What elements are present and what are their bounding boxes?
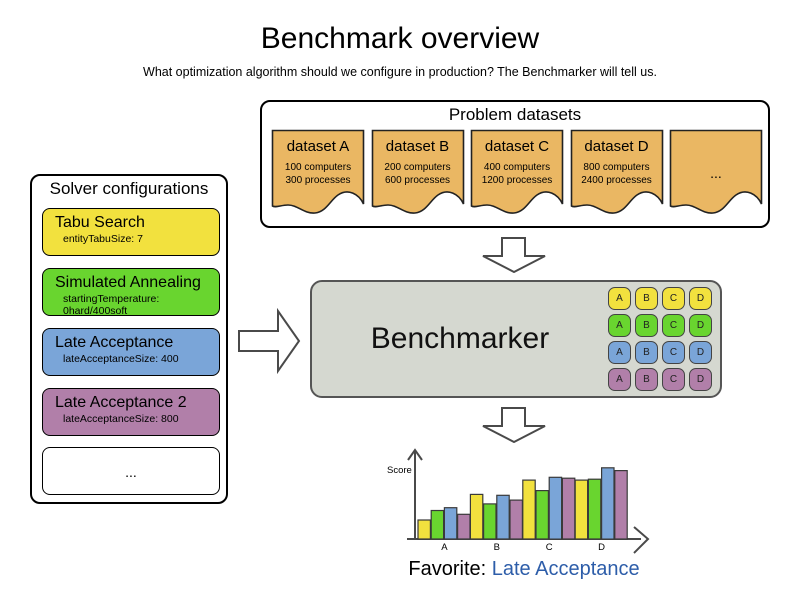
dataset-card: dataset A 100 computers 300 processes — [271, 129, 365, 215]
solver-param: startingTemperature: 0hard/400soft — [63, 293, 160, 317]
benchmark-cell: C — [662, 314, 685, 337]
benchmark-cell: B — [635, 287, 658, 310]
solver-param: entityTabuSize: 7 — [63, 233, 143, 245]
dataset-card-more: ... — [669, 129, 763, 215]
solver-name: Tabu Search — [55, 214, 145, 231]
dataset-processes: 600 processes — [384, 175, 451, 186]
solver-card: Late Acceptance lateAcceptanceSize: 400 — [42, 328, 220, 376]
benchmark-cell: D — [689, 287, 712, 310]
x-axis-arrowhead-icon — [633, 526, 650, 554]
benchmark-cell: A — [608, 368, 631, 391]
chart-bars — [417, 467, 628, 540]
page-subtitle: What optimization algorithm should we co… — [143, 65, 657, 79]
benchmark-cell: A — [608, 287, 631, 310]
dataset-processes: 1200 processes — [481, 175, 553, 186]
bar-D-late-acceptance-2 — [614, 470, 628, 540]
solver-name: Late Acceptance 2 — [55, 394, 187, 411]
solver-card: Simulated Annealing startingTemperature: … — [42, 268, 220, 317]
bar-B-tabu-search — [469, 493, 484, 540]
arrow-down-bottom-icon — [482, 407, 546, 443]
dataset-processes: 300 processes — [285, 175, 351, 186]
benchmark-cell: B — [635, 341, 658, 364]
solver-name: Late Acceptance — [55, 334, 174, 351]
benchmark-cell: D — [689, 341, 712, 364]
x-tick-label: A — [441, 542, 448, 553]
dataset-card: dataset D 800 computers 2400 processes — [570, 129, 664, 215]
favorite-value: Late Acceptance — [491, 558, 640, 580]
dataset-card: dataset B 200 computers 600 processes — [371, 129, 465, 215]
solver-card: Tabu Search entityTabuSize: 7 — [42, 208, 220, 256]
solver-param: lateAcceptanceSize: 400 — [63, 353, 179, 365]
dataset-name: dataset C — [484, 138, 550, 155]
benchmarker-label: Benchmarker — [370, 322, 550, 355]
dataset-page-shape — [470, 129, 564, 214]
arrow-down-top-icon — [482, 237, 546, 273]
bar-C-simulated-annealing — [535, 489, 549, 540]
benchmark-cell: C — [662, 341, 685, 364]
benchmark-cell: C — [662, 368, 685, 391]
benchmark-cell: A — [608, 341, 631, 364]
favorite-prefix: Favorite: — [408, 558, 492, 580]
problem-datasets-label: Problem datasets — [448, 105, 582, 124]
bar-A-late-acceptance — [443, 507, 458, 540]
benchmark-cell: D — [689, 368, 712, 391]
solver-configurations-label: Solver configurations — [49, 179, 209, 198]
bar-C-tabu-search — [522, 479, 536, 540]
solver-card-more: ... — [42, 447, 220, 495]
bar-B-late-acceptance — [496, 494, 510, 540]
benchmark-cell: C — [662, 287, 685, 310]
problem-datasets-panel: Problem datasets dataset A 100 computers 3… — [260, 100, 770, 228]
bar-A-late-acceptance-2 — [456, 513, 471, 540]
x-tick-label: B — [494, 542, 500, 553]
dataset-card-row: dataset A 100 computers 300 processes datas… — [271, 129, 763, 215]
x-tick-label: C — [546, 542, 553, 553]
solver-name: Simulated Annealing — [55, 274, 201, 291]
arrow-right-icon — [238, 308, 301, 374]
dataset-processes: 2400 processes — [581, 175, 652, 186]
bar-C-late-acceptance-2 — [561, 477, 576, 540]
dataset-computers: 400 computers — [483, 162, 551, 173]
dataset-computers: 800 computers — [583, 162, 650, 173]
dataset-page-shape — [371, 129, 464, 214]
bar-C-late-acceptance — [548, 476, 563, 540]
bar-D-tabu-search — [574, 479, 589, 540]
dataset-more-label: ... — [710, 165, 722, 181]
page-title: Benchmark overview — [260, 22, 540, 55]
dataset-card: dataset C 400 computers 1200 processes — [470, 129, 564, 215]
x-tick-label: D — [598, 542, 605, 553]
benchmark-cell: B — [635, 368, 658, 391]
dataset-page-shape — [570, 129, 663, 214]
bar-A-tabu-search — [417, 519, 431, 540]
benchmark-cell: B — [635, 314, 658, 337]
benchmark-cell: A — [608, 314, 631, 337]
dataset-computers: 200 computers — [384, 162, 451, 173]
benchmark-cell: D — [689, 314, 712, 337]
bar-D-simulated-annealing — [587, 478, 602, 540]
dataset-page-shape — [669, 129, 763, 214]
solver-param: lateAcceptanceSize: 800 — [63, 413, 179, 425]
bar-B-late-acceptance-2 — [509, 499, 523, 540]
dataset-computers: 100 computers — [284, 162, 352, 173]
y-axis-arrowhead-icon — [407, 448, 423, 461]
dataset-page-shape — [271, 129, 365, 214]
score-chart: Score A B C D — [384, 443, 664, 557]
dataset-name: dataset D — [584, 138, 649, 155]
favorite-caption: Favorite: Late Acceptance — [384, 558, 664, 581]
y-axis-label: Score — [387, 465, 412, 476]
solver-card: Late Acceptance 2 lateAcceptanceSize: 800 — [42, 388, 220, 436]
bar-A-simulated-annealing — [430, 509, 445, 540]
bar-D-late-acceptance — [601, 467, 615, 540]
solver-more-label: ... — [125, 464, 137, 480]
bar-B-simulated-annealing — [482, 503, 497, 540]
chart-category-labels: A B C D — [441, 542, 605, 553]
solver-configurations-panel: Solver configurations Tabu Search entityT… — [30, 174, 228, 504]
dataset-name: dataset A — [286, 138, 350, 155]
dataset-name: dataset B — [385, 138, 450, 155]
